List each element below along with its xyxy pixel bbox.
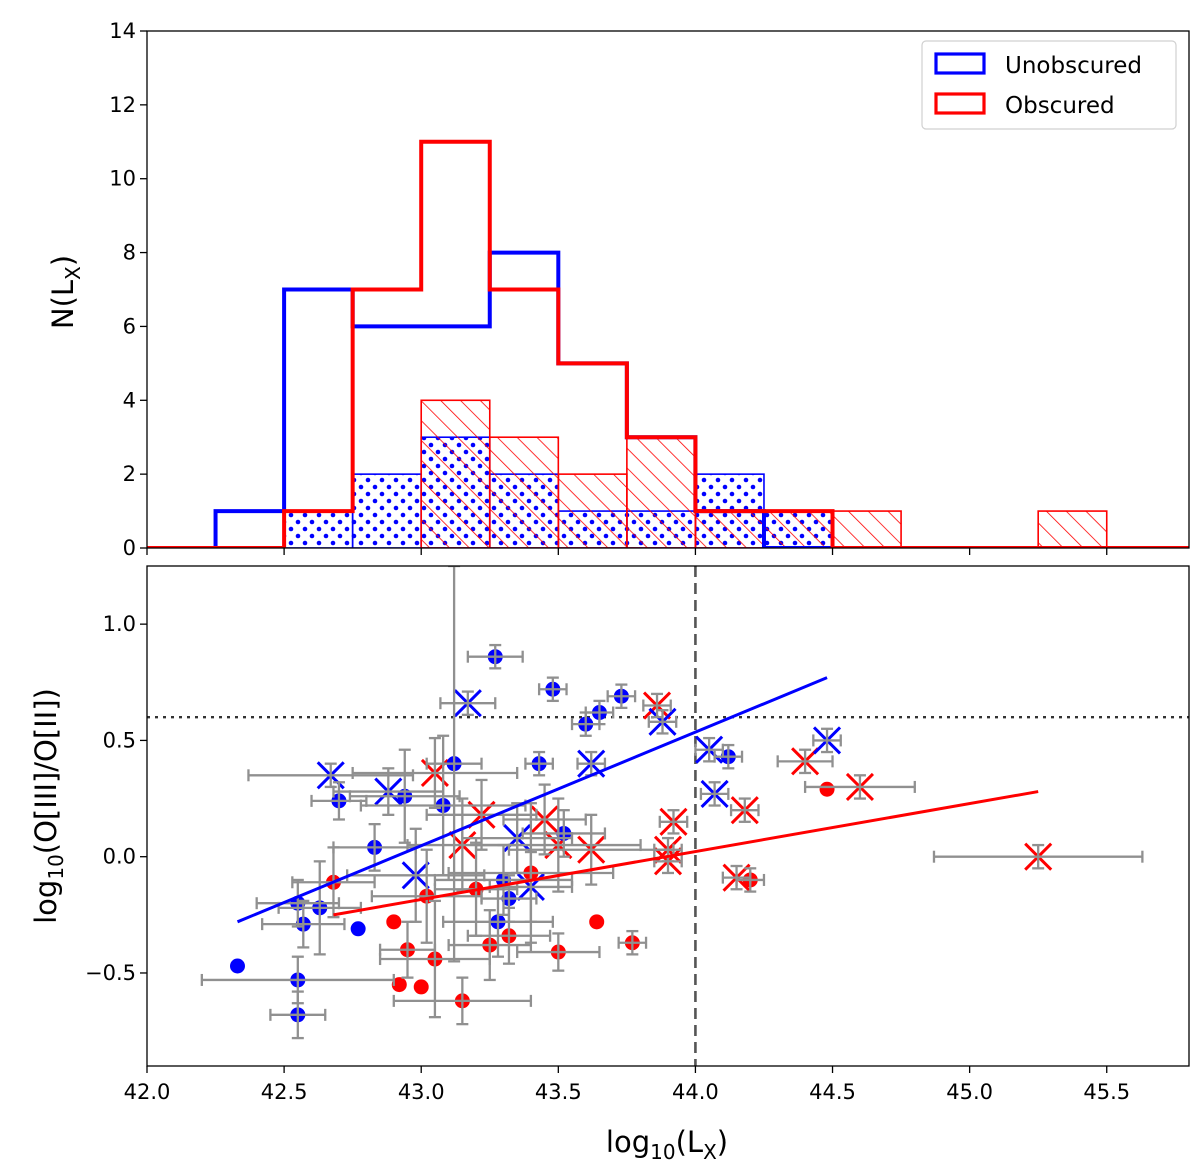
histogram-ytick-label-1: 2 [123,462,136,486]
obscured-step-line [147,139,1189,548]
legend-swatch-obscured [934,92,986,115]
scatter-ytick-label-2: 0.5 [103,728,136,752]
scatter-xtick-label-7: 45.5 [1083,1080,1130,1104]
obscured-subset-bar-12 [1037,510,1108,548]
unobscured-subset-bar-2 [351,473,423,548]
scatter-xtick-label-2: 43.0 [398,1080,445,1104]
scatter-xtick-label-1: 42.5 [261,1080,308,1104]
histogram-ytick-label-6: 12 [109,93,136,117]
point-46 [589,914,605,930]
point-12 [386,914,402,930]
scatter-panel: −0.5 0.0 0.5 1.0 42.0 42.5 43.0 43.5 44.0 44.5 45… [29,565,1190,1164]
unobscured-subset-bar-1 [283,510,354,548]
obscured-fit-line [333,790,1039,917]
unobscured-fit-line [236,676,828,924]
legend-label-unobscured: Unobscured [1005,53,1142,79]
legend: Unobscured Obscured [921,40,1177,130]
point-13 [391,977,407,993]
scatter-xtick-label-6: 45.0 [946,1080,993,1104]
obscured-subset-bar-3 [420,399,491,548]
point-9 [350,921,366,937]
scatter-xtick-label-0: 42.0 [124,1080,171,1104]
legend-swatch-unobscured [934,52,986,75]
scatter-xtick-label-5: 44.5 [809,1080,856,1104]
scatter-ytick-label-0: −0.5 [85,961,136,985]
histogram-ytick-label-3: 6 [123,314,136,338]
scatter-xlabel: log10(LX) [606,1125,728,1164]
obscured-subset-bar-4 [488,436,560,548]
histogram-frame [146,30,1190,549]
obscured-subset-bar-8 [763,510,834,548]
histogram-ytick-label-2: 4 [123,388,136,412]
histogram-ylabel: N(LX) [46,255,85,329]
scatter-xtick-label-4: 44.0 [672,1080,719,1104]
point-63 [819,781,835,797]
scatter-xtick-label-3: 43.5 [535,1080,582,1104]
histogram-ytick-label-4: 8 [123,241,136,265]
legend-label-obscured: Obscured [1005,93,1115,119]
point-17 [413,979,429,995]
obscured-subset-bar-6 [626,436,697,548]
point-0 [229,958,245,974]
histogram-ytick-label-7: 14 [109,19,136,43]
histogram-ytick-label-0: 0 [123,536,136,560]
obscured-subset-bar-7 [694,510,765,548]
scatter-ytick-label-3: 1.0 [103,612,136,636]
scatter-ytick-label-1: 0.0 [103,845,136,869]
histogram-panel: 0 2 4 6 8 10 12 14 N(LX) Unobscured Obscured [46,19,1190,560]
obscured-subset-bar-9 [831,510,902,548]
obscured-subset-bar-5 [557,473,628,548]
scatter-frame [146,565,1190,1067]
scatter-ylabel: log10(O[III]/O[II]) [29,688,68,924]
histogram-ytick-label-5: 10 [109,167,136,191]
